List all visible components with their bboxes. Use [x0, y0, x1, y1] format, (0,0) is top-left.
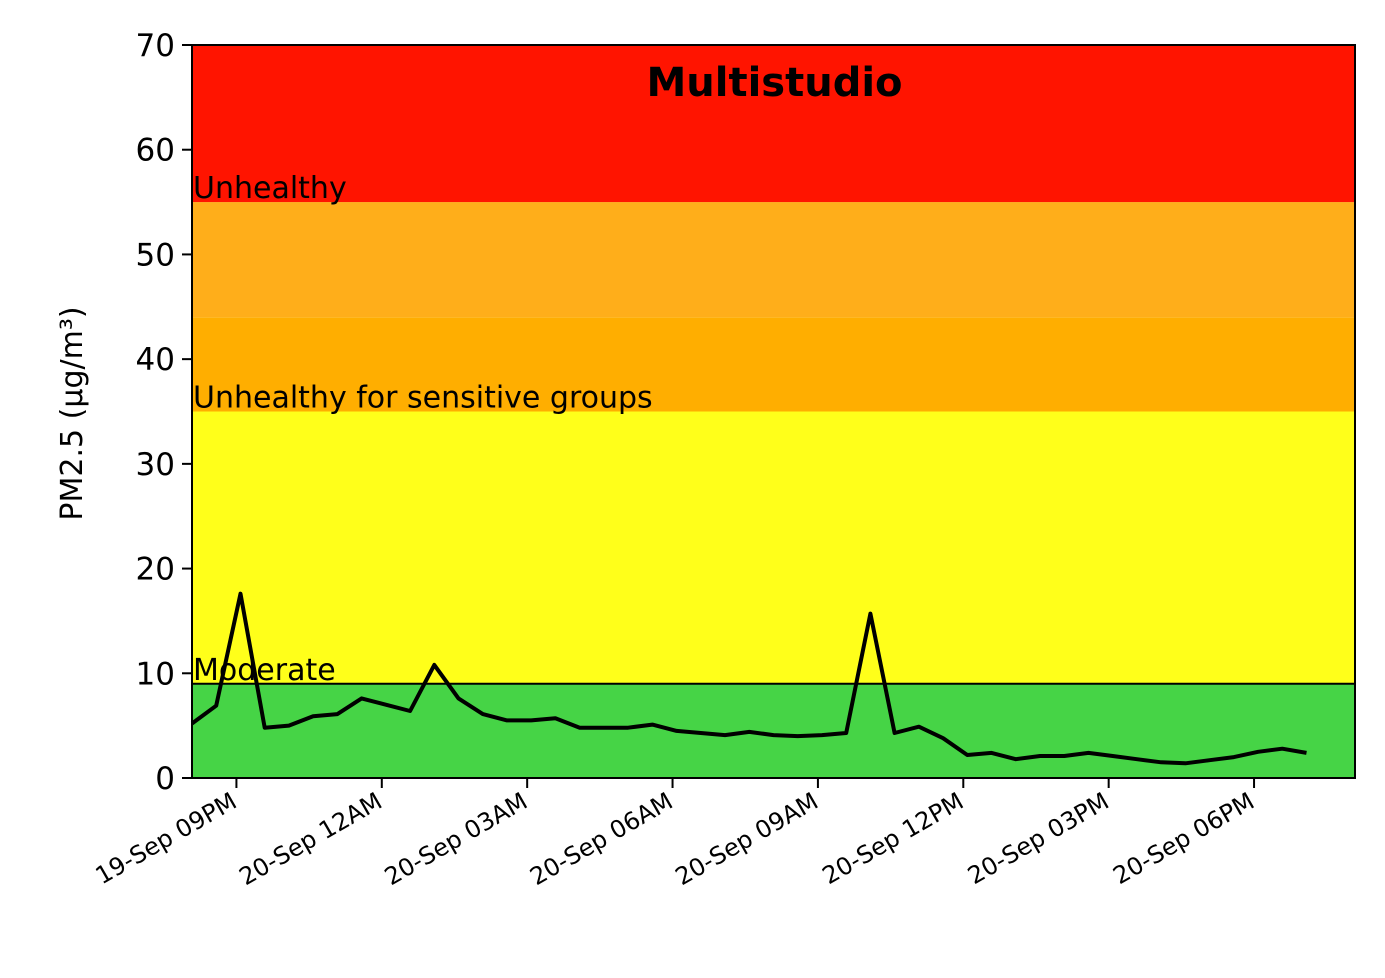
y-tick-label: 60	[136, 133, 175, 169]
y-tick-label: 40	[136, 342, 175, 378]
x-tick-label: 20-Sep 03AM	[380, 787, 532, 891]
band-label-0: Moderate	[193, 653, 336, 688]
y-tick-label: 0	[155, 761, 175, 797]
y-tick-label: 50	[136, 237, 175, 273]
x-tick-label: 19-Sep 09PM	[91, 787, 242, 890]
y-tick-label: 20	[136, 552, 175, 588]
aqi-bands	[192, 45, 1355, 778]
x-tick-label: 20-Sep 09AM	[671, 787, 823, 891]
y-axis: 0 10 20 30 40 50 60 70	[136, 28, 192, 797]
aqi-band-3	[192, 202, 1355, 318]
aqi-band-2	[192, 317, 1355, 412]
chart-title: Multistudio	[646, 60, 902, 106]
y-tick-label: 10	[136, 656, 175, 692]
x-tick-label: 20-Sep 06PM	[1108, 787, 1259, 890]
aqi-band-1	[192, 411, 1355, 684]
plot-frame	[191, 44, 1356, 779]
band-label-2: Unhealthy	[193, 171, 347, 206]
y-tick-label: 30	[136, 447, 175, 483]
pm25-series-line	[190, 591, 1307, 766]
y-axis-label: PM2.5 (µg/m³)	[55, 306, 90, 520]
x-tick-label: 20-Sep 06AM	[525, 787, 677, 891]
band-label-1: Unhealthy for sensitive groups	[193, 381, 653, 416]
x-tick-label: 20-Sep 03PM	[963, 787, 1114, 890]
y-tick-label: 70	[136, 28, 175, 64]
aqi-band-labels: Moderate Unhealthy for sensitive groups Un…	[193, 171, 653, 688]
x-tick-label: 20-Sep 12PM	[818, 787, 969, 890]
aqi-band-4	[192, 45, 1355, 203]
x-tick-label: 20-Sep 12AM	[234, 787, 386, 891]
